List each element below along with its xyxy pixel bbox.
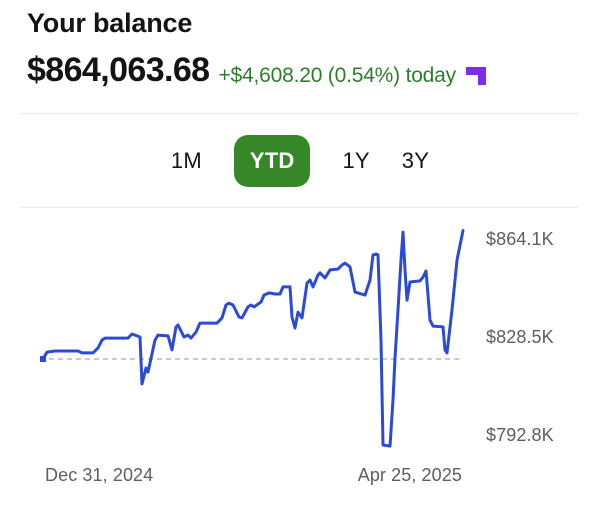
balance-amount: $864,063.68 xyxy=(27,51,210,90)
tab-1y[interactable]: 1Y xyxy=(342,147,370,173)
y-axis-label-max: $864.1K xyxy=(486,229,554,249)
y-axis-label-mid: $828.5K xyxy=(486,327,554,347)
chart-canvas[interactable] xyxy=(0,208,600,463)
corner-arrow-icon xyxy=(465,67,486,86)
tab-1m[interactable]: 1M xyxy=(170,147,202,173)
series-start-marker xyxy=(40,356,46,362)
todays-change-link[interactable]: +$4,608.20 (0.54%) today xyxy=(218,64,486,87)
balance-chart xyxy=(0,208,600,463)
tab-ytd[interactable]: YTD xyxy=(233,134,311,187)
todays-change-text: +$4,608.20 (0.54%) today xyxy=(218,64,456,87)
x-axis-label-end: Apr 25, 2025 xyxy=(357,465,462,485)
page-title: Your balance xyxy=(27,8,193,38)
y-axis-label-min: $792.8K xyxy=(486,425,554,445)
balance-line xyxy=(41,229,465,448)
period-tabs: 1M YTD 1Y 3Y xyxy=(0,114,600,207)
divider-top xyxy=(20,113,578,114)
x-axis-label-start: Dec 31, 2024 xyxy=(45,465,154,485)
tab-3y[interactable]: 3Y xyxy=(401,147,430,173)
divider-bottom xyxy=(20,207,578,208)
balance-header: Your balance $864,063.68 +$4,608.20 (0.5… xyxy=(27,8,487,87)
balance-row: $864,063.68 +$4,608.20 (0.54%) today xyxy=(27,53,487,87)
